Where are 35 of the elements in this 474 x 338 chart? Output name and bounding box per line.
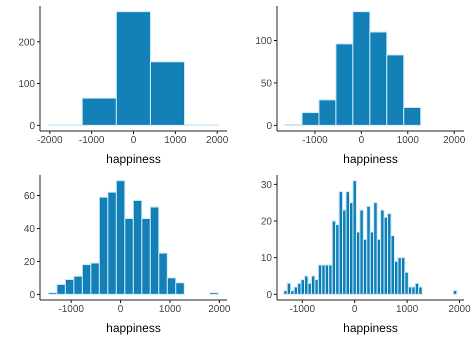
x-tick-label: -1000 [78, 135, 105, 146]
y-tick-label: 40 [24, 224, 36, 235]
y-tick-label: 50 [260, 78, 272, 90]
x-tick-label: 1000 [396, 304, 419, 316]
y-tick-label: 10 [260, 253, 272, 264]
x-axis-title: happiness [106, 321, 161, 335]
x-tick-label: 0 [352, 304, 358, 316]
x-tick-label: 1000 [396, 135, 420, 146]
x-tick-label: -1000 [302, 135, 328, 146]
x-tick-label: 2000 [206, 135, 229, 146]
x-tick-label: 2000 [443, 135, 466, 146]
x-tick-label: 0 [118, 304, 124, 316]
y-tick-label: 20 [24, 256, 36, 268]
x-axis-title: happiness [343, 321, 398, 335]
y-tick-label: 0 [29, 120, 36, 132]
y-tick-label: 60 [24, 191, 36, 202]
y-tick-label: 100 [255, 36, 272, 48]
x-axis-title: happiness [106, 152, 161, 166]
x-tick-label: -2000 [37, 135, 64, 146]
y-tick-label: 200 [18, 37, 36, 48]
x-tick-label: 0 [358, 135, 365, 146]
y-tick-label: 20 [260, 216, 272, 228]
y-tick-label: 0 [266, 120, 272, 132]
x-tick-label: 0 [130, 135, 137, 146]
x-tick-label: -1000 [289, 304, 316, 316]
y-tick-label: 100 [18, 79, 36, 90]
x-tick-label: 1000 [158, 304, 182, 316]
x-tick-label: 1000 [164, 135, 187, 146]
y-tick-label: 30 [260, 180, 272, 191]
y-tick-label: 0 [266, 290, 272, 301]
y-tick-label: 0 [29, 290, 36, 301]
x-tick-label: 2000 [448, 304, 472, 316]
x-axis-title: happiness [343, 152, 398, 166]
x-tick-label: 2000 [208, 304, 231, 316]
x-tick-label: -1000 [58, 304, 84, 316]
